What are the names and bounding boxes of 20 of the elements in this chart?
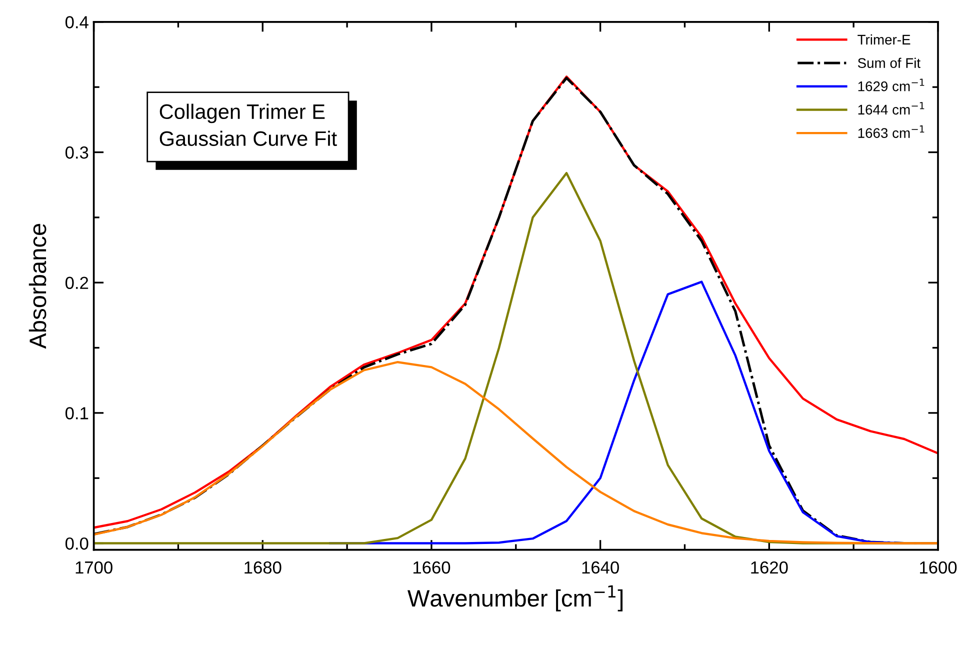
legend-label: 1644 cm$^{−1}$ xyxy=(858,102,924,115)
x-tick-label: 1680 xyxy=(244,561,282,574)
line-series xyxy=(94,360,938,544)
y-tick-label: 0.0 xyxy=(65,537,88,550)
annotation: Collagen Trimer E Gaussian Curve Fit xyxy=(160,104,337,146)
y-axis-title: Absorbance xyxy=(28,224,46,349)
legend-label: Trimer-E xyxy=(858,34,910,45)
x-tick-label: 1600 xyxy=(920,561,957,574)
x-tick-label: 1620 xyxy=(751,561,788,574)
x-axis-title: Wavenumber [cm$^{−1}$] xyxy=(408,585,623,612)
legend-label: 1629 cm$^{−1}$ xyxy=(858,78,924,92)
x-tick-label: 1700 xyxy=(76,561,112,574)
y-tick-label: 0.4 xyxy=(65,16,88,28)
y-tick-label: 0.1 xyxy=(65,407,88,420)
y-tick-label: 0.3 xyxy=(65,146,88,159)
legend-label: 1663 cm$^{−1}$ xyxy=(858,125,924,138)
legend-label: Sum of Fit xyxy=(858,58,920,68)
x-tick-label: 1660 xyxy=(413,561,450,574)
x-tick-label: 1640 xyxy=(582,561,619,574)
y-tick-label: 0.2 xyxy=(65,276,88,290)
